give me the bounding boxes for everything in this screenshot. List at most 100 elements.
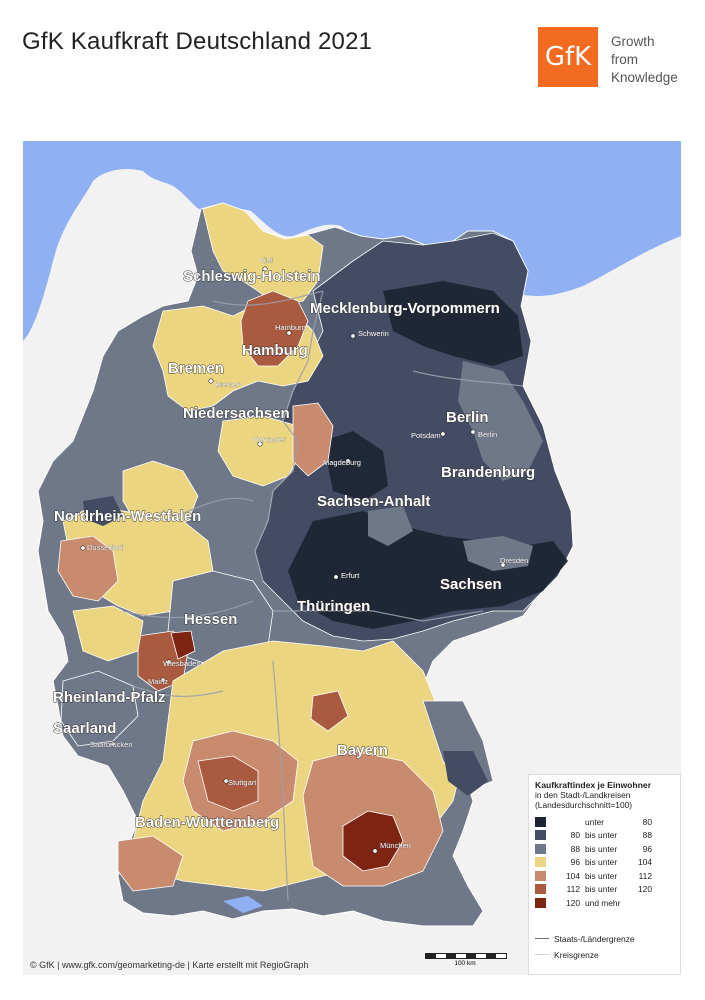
legend-classes: unter 80 80 bis unter 88 88 bis unter 96 96 bis u… — [535, 815, 674, 910]
city-label: Saarbrücken — [90, 740, 133, 749]
gfk-logo: GfK — [538, 27, 598, 87]
region-rlp-yellow — [72, 605, 144, 662]
state-label: Bayern — [337, 742, 388, 759]
city-label: Hamburg — [275, 323, 306, 332]
legend-mid: bis unter — [585, 870, 618, 881]
legend-subtitle: in den Stadt-/Landkreisen — [535, 790, 631, 800]
legend-swatch — [535, 816, 546, 827]
region-hannover-brown — [292, 402, 334, 477]
region-hamburg-brown — [240, 290, 309, 367]
region-darkest — [288, 511, 568, 629]
city-label: Erfurt — [341, 571, 360, 580]
region-gray-east — [458, 361, 543, 481]
region-munich-darkred — [342, 810, 404, 872]
legend-upper: 80 — [642, 816, 652, 827]
city-label: Wiesbaden — [163, 659, 201, 668]
state-label: Brandenburg — [441, 464, 535, 481]
legend-mid: bis unter — [585, 857, 618, 868]
region-gray-east — [463, 536, 533, 571]
germany-map: Kiel Hamburg Schwerin Bremen Hannover Po… — [23, 141, 681, 975]
city-dots — [80, 266, 506, 854]
region-nuremberg-brown — [310, 690, 349, 732]
region-stuttgart-brown — [197, 755, 259, 812]
state-label: Nordrhein-Westfalen — [54, 508, 201, 525]
legend-swatch — [535, 870, 546, 881]
legend-line-label: Kreisgrenze — [554, 949, 599, 960]
city-label: Kiel — [260, 256, 273, 265]
state-label: Schleswig-Holstein — [183, 268, 321, 285]
legend-lower: 104 — [566, 870, 580, 881]
state-label: Hessen — [184, 611, 237, 628]
district-border-symbol — [535, 954, 549, 955]
city-label: Hannover — [253, 435, 286, 444]
region-darkest — [323, 431, 388, 501]
legend-class-row: 112 bis unter 120 — [535, 883, 674, 897]
legend-mid: und mehr — [585, 897, 621, 908]
legend-class-row: 80 bis unter 88 — [535, 829, 674, 843]
legend-swatch — [535, 897, 546, 908]
map-legend: Kaufkraftindex je Einwohner in den Stadt… — [528, 774, 681, 975]
map-title: GfK Kaufkraft Deutschland 2021 — [22, 28, 373, 55]
state-label: Saarland — [53, 720, 116, 737]
state-label: Berlin — [446, 409, 489, 426]
region-darkest — [383, 281, 523, 366]
region-south-brown — [117, 835, 184, 892]
legend-mid: bis unter — [585, 830, 618, 841]
region-nrw-dark — [83, 496, 123, 526]
city-label: Dresden — [500, 556, 528, 565]
legend-upper: 104 — [638, 857, 652, 868]
legend-class-row: 120 und mehr — [535, 896, 674, 910]
city-label: Mainz — [148, 677, 168, 686]
legend-mid: bis unter — [585, 884, 618, 895]
city-label: Stuttgart — [228, 778, 257, 787]
legend-title: Kaufkraftindex je Einwohner — [535, 780, 652, 790]
legend-class-row: 88 bis unter 96 — [535, 842, 674, 856]
tagline-line: Growth — [611, 34, 655, 49]
legend-upper: 96 — [642, 843, 652, 854]
state-label: Sachsen — [440, 576, 502, 593]
state-label: Mecklenburg-Vorpommern — [310, 300, 500, 317]
region-saar-gray — [60, 670, 139, 747]
city-label: Schwerin — [358, 329, 389, 338]
legend-lower: 112 — [566, 884, 580, 895]
state-label: Bremen — [168, 360, 224, 377]
legend-upper: 88 — [642, 830, 652, 841]
logo-tagline: Growth from Knowledge — [611, 33, 701, 87]
state-label: Hamburg — [242, 342, 308, 359]
state-label: Thüringen — [297, 598, 370, 615]
legend-line-label: Staats-/Ländergrenze — [554, 933, 635, 944]
legend-lower: 88 — [570, 843, 580, 854]
legend-class-row: unter 80 — [535, 815, 674, 829]
legend-swatch — [535, 843, 546, 854]
city-label: Potsdam — [411, 431, 441, 440]
scale-bar-graphic — [425, 953, 507, 959]
city-label: Bremen — [215, 380, 241, 389]
legend-district-border: Kreisgrenze — [535, 950, 674, 960]
legend-lower: 120 — [566, 897, 580, 908]
legend-swatch — [535, 830, 546, 841]
legend-upper: 112 — [638, 870, 652, 881]
city-label: Berlin — [478, 430, 497, 439]
region-yellow-north — [122, 460, 199, 532]
legend-swatch — [535, 857, 546, 868]
state-border-symbol — [535, 938, 549, 939]
scale-bar: 100 km — [425, 953, 507, 967]
lake-constance — [223, 896, 263, 913]
legend-class-row: 96 bis unter 104 — [535, 856, 674, 870]
region-yellow-north — [202, 202, 324, 307]
legend-subtitle: (Landesdurchschnitt=100) — [535, 800, 633, 810]
tagline-line: from — [611, 52, 638, 67]
city-label: Düsseldorf — [87, 543, 124, 552]
city-label: München — [380, 841, 411, 850]
legend-lower: 96 — [570, 857, 580, 868]
legend-upper: 120 — [638, 884, 652, 895]
legend-lower: 80 — [570, 830, 580, 841]
footer-credit: © GfK | www.gfk.com/geomarketing-de | Ka… — [30, 960, 309, 970]
state-borders — [122, 290, 524, 902]
city-label: Magdeburg — [323, 458, 361, 467]
legend-mid: bis unter — [585, 843, 618, 854]
legend-state-border: Staats-/Ländergrenze — [535, 934, 674, 944]
legend-class-row: 104 bis unter 112 — [535, 869, 674, 883]
legend-mid: unter — [585, 816, 605, 827]
legend-swatch — [535, 884, 546, 895]
